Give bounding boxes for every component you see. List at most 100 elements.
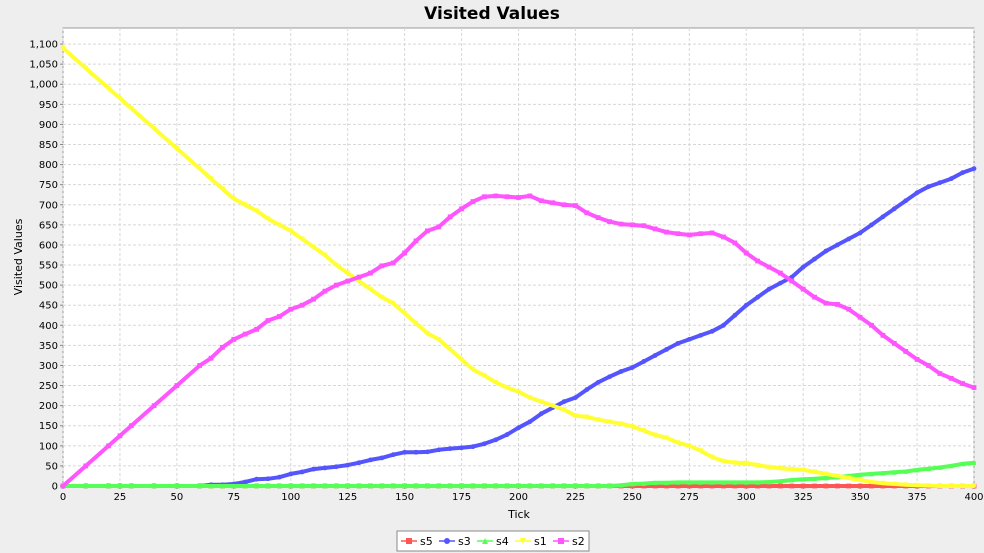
legend-label-s5: s5 xyxy=(420,535,433,548)
data-point-s4 xyxy=(926,466,931,472)
data-point-s3 xyxy=(800,264,806,270)
data-point-s3 xyxy=(527,419,533,425)
data-point-s4 xyxy=(732,479,738,485)
data-point-s3 xyxy=(948,176,954,182)
data-point-s2 xyxy=(413,238,419,244)
x-tick-label: 375 xyxy=(908,492,927,503)
data-point-s4 xyxy=(538,483,544,489)
data-point-s3 xyxy=(709,328,715,334)
x-tick-label: 275 xyxy=(680,492,699,503)
data-point-s1 xyxy=(766,464,772,470)
data-point-s1 xyxy=(778,465,783,471)
data-point-s2 xyxy=(516,195,521,200)
data-point-s1 xyxy=(322,252,328,258)
data-point-s3 xyxy=(607,374,612,380)
data-point-s5 xyxy=(743,483,749,489)
data-point-s1 xyxy=(595,417,601,423)
data-point-s3 xyxy=(721,322,726,328)
data-point-s2 xyxy=(504,194,510,200)
data-point-s1 xyxy=(584,414,590,420)
x-tick-label: 400 xyxy=(964,492,983,503)
data-point-s4 xyxy=(584,483,590,489)
y-tick-label: 1,050 xyxy=(29,60,58,71)
data-point-s1 xyxy=(709,454,715,460)
data-point-s1 xyxy=(311,244,316,250)
data-point-s2 xyxy=(356,274,362,280)
data-point-s4 xyxy=(447,483,453,489)
data-point-s4 xyxy=(402,483,408,489)
data-point-s4 xyxy=(698,479,704,485)
data-point-s4 xyxy=(128,483,134,489)
data-point-s3 xyxy=(834,242,840,248)
data-point-s1 xyxy=(698,448,704,454)
data-point-s1 xyxy=(903,482,909,488)
data-point-s2 xyxy=(595,215,601,221)
data-point-s3 xyxy=(629,365,635,370)
data-point-s5 xyxy=(766,483,772,489)
data-point-s4 xyxy=(573,483,578,489)
data-point-s1 xyxy=(789,466,795,472)
data-point-s3 xyxy=(311,466,316,472)
y-tick-label: 50 xyxy=(45,461,58,472)
series-line-s1 xyxy=(61,46,976,488)
data-point-s2 xyxy=(299,302,305,308)
x-tick-label: 350 xyxy=(851,492,870,503)
data-point-s5 xyxy=(789,483,795,489)
data-point-s1 xyxy=(880,480,886,486)
data-point-s3 xyxy=(618,369,624,374)
data-point-s3 xyxy=(778,280,783,286)
data-point-s2 xyxy=(675,231,681,237)
data-point-s2 xyxy=(333,282,339,288)
data-point-s2 xyxy=(345,278,351,284)
data-point-s1 xyxy=(197,166,203,172)
data-point-s3 xyxy=(914,190,920,196)
data-point-s4 xyxy=(322,483,328,489)
data-point-s5 xyxy=(834,483,840,489)
data-point-s2 xyxy=(106,443,111,449)
data-point-s2 xyxy=(698,231,704,237)
data-point-s4 xyxy=(789,477,795,483)
data-point-s1 xyxy=(470,367,476,372)
data-point-s1 xyxy=(174,146,180,151)
data-point-s1 xyxy=(390,300,396,306)
data-point-s2 xyxy=(379,263,385,269)
y-tick-label: 450 xyxy=(39,301,58,312)
data-point-s4 xyxy=(721,479,726,485)
data-point-s1 xyxy=(629,424,635,429)
data-point-s4 xyxy=(664,480,669,486)
data-point-s2 xyxy=(812,294,817,300)
data-point-s3 xyxy=(345,462,351,468)
y-axis-label: Visited Values xyxy=(12,218,25,295)
data-point-s2 xyxy=(891,340,897,346)
x-tick-label: 300 xyxy=(737,492,756,503)
data-point-s1 xyxy=(800,467,806,473)
data-point-s1 xyxy=(128,105,134,111)
data-point-s2 xyxy=(481,194,487,200)
data-point-s1 xyxy=(151,126,157,131)
x-tick-label: 100 xyxy=(281,492,300,503)
data-point-s1 xyxy=(834,473,840,479)
x-tick-label: 225 xyxy=(566,492,585,503)
data-point-s1 xyxy=(971,483,977,489)
data-point-s4 xyxy=(425,483,430,489)
plot-area xyxy=(62,27,975,487)
y-tick-label: 900 xyxy=(39,120,58,131)
data-point-s2 xyxy=(368,270,373,276)
data-point-s3 xyxy=(436,447,442,453)
data-point-s4 xyxy=(288,483,294,489)
y-axis-ticks: 0 50 100 150 200 250 300 350 400 450 500 550 600 650 7… xyxy=(29,40,63,493)
data-point-s1 xyxy=(345,270,351,276)
legend-marker-s1 xyxy=(520,538,526,544)
data-point-s1 xyxy=(220,186,225,192)
legend-marker-s5 xyxy=(406,538,412,544)
data-point-s1 xyxy=(641,428,647,433)
data-point-s2 xyxy=(641,223,647,229)
data-point-s2 xyxy=(914,357,920,362)
data-point-s2 xyxy=(242,331,248,337)
y-tick-label: 950 xyxy=(39,100,58,111)
data-point-s1 xyxy=(413,320,419,326)
data-point-s4 xyxy=(823,475,829,481)
data-point-s2 xyxy=(721,234,726,240)
data-point-s4 xyxy=(231,483,237,489)
data-point-s3 xyxy=(470,444,476,450)
